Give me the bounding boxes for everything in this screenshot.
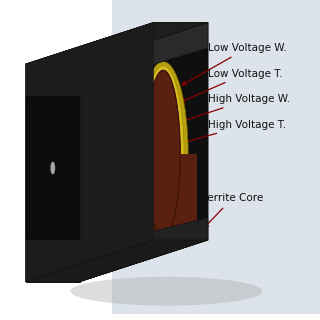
Polygon shape	[26, 22, 154, 282]
Polygon shape	[118, 70, 163, 237]
Ellipse shape	[103, 70, 134, 237]
Polygon shape	[118, 170, 163, 237]
Ellipse shape	[142, 66, 184, 242]
Ellipse shape	[146, 70, 180, 237]
Text: Low Voltage W.: Low Voltage W.	[182, 43, 287, 85]
Polygon shape	[80, 48, 208, 250]
Text: Ferrite Core: Ferrite Core	[202, 193, 263, 228]
Text: Low Voltage T.: Low Voltage T.	[181, 68, 283, 102]
Ellipse shape	[154, 82, 172, 226]
Text: High Voltage T.: High Voltage T.	[178, 120, 286, 145]
Polygon shape	[26, 64, 80, 282]
Polygon shape	[80, 218, 208, 282]
Polygon shape	[26, 22, 208, 64]
Polygon shape	[137, 154, 190, 237]
Polygon shape	[129, 154, 197, 243]
Polygon shape	[80, 22, 208, 282]
Ellipse shape	[146, 70, 180, 237]
Text: High Voltage W.: High Voltage W.	[180, 94, 290, 123]
Polygon shape	[26, 96, 80, 240]
Ellipse shape	[146, 70, 180, 237]
Polygon shape	[26, 240, 208, 282]
Ellipse shape	[70, 277, 262, 306]
Ellipse shape	[51, 162, 55, 174]
Polygon shape	[26, 22, 154, 282]
Bar	[112, 0, 320, 314]
Polygon shape	[80, 22, 208, 86]
Ellipse shape	[138, 61, 188, 246]
Polygon shape	[26, 64, 80, 282]
Polygon shape	[26, 240, 208, 282]
Polygon shape	[26, 22, 208, 64]
Ellipse shape	[151, 76, 176, 231]
